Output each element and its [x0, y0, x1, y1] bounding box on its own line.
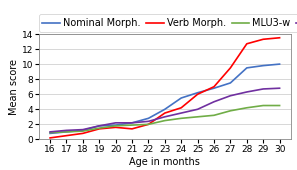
Verb Morph.	[48, 137, 52, 139]
Nominal Morph.	[229, 82, 232, 84]
Nominal Morph.	[278, 63, 281, 65]
Verb Morph.	[147, 123, 150, 125]
Line: Nominal Morph.: Nominal Morph.	[50, 64, 279, 133]
Verb Morph.	[130, 128, 134, 130]
MLU3-m	[48, 131, 52, 133]
MLU3-m	[81, 129, 85, 131]
Verb Morph.	[278, 37, 281, 39]
MLU3-w	[196, 116, 199, 118]
MLU3-w	[65, 131, 68, 133]
MLU3-w	[97, 127, 101, 129]
Nominal Morph.	[196, 92, 199, 94]
MLU3-w	[245, 107, 249, 109]
MLU3-w	[81, 130, 85, 132]
Verb Morph.	[261, 38, 265, 40]
MLU3-w	[212, 114, 216, 116]
Nominal Morph.	[179, 97, 183, 99]
MLU3-w	[130, 124, 134, 126]
Verb Morph.	[81, 132, 85, 134]
X-axis label: Age in months: Age in months	[129, 157, 200, 167]
Verb Morph.	[65, 135, 68, 137]
MLU3-m	[278, 87, 281, 89]
Verb Morph.	[179, 107, 183, 109]
MLU3-m	[114, 122, 117, 124]
MLU3-m	[229, 95, 232, 97]
Verb Morph.	[163, 112, 167, 114]
MLU3-w	[163, 120, 167, 122]
Nominal Morph.	[97, 125, 101, 127]
Line: MLU3-m: MLU3-m	[50, 88, 279, 132]
Nominal Morph.	[147, 117, 150, 119]
Verb Morph.	[245, 43, 249, 45]
Nominal Morph.	[245, 67, 249, 69]
Verb Morph.	[229, 67, 232, 69]
MLU3-w	[261, 105, 265, 107]
MLU3-m	[130, 122, 134, 124]
MLU3-m	[97, 125, 101, 127]
Legend: Nominal Morph., Verb Morph., MLU3-w, MLU3-m: Nominal Morph., Verb Morph., MLU3-w, MLU…	[39, 14, 297, 32]
Y-axis label: Mean score: Mean score	[9, 59, 19, 115]
MLU3-m	[261, 88, 265, 90]
MLU3-w	[114, 125, 117, 127]
Line: Verb Morph.: Verb Morph.	[50, 38, 279, 138]
MLU3-w	[179, 117, 183, 119]
MLU3-m	[212, 101, 216, 103]
MLU3-m	[245, 91, 249, 93]
MLU3-m	[179, 112, 183, 114]
Nominal Morph.	[81, 129, 85, 131]
MLU3-w	[229, 110, 232, 112]
Nominal Morph.	[65, 131, 68, 133]
MLU3-m	[196, 108, 199, 110]
MLU3-m	[65, 129, 68, 131]
Verb Morph.	[196, 93, 199, 95]
Nominal Morph.	[114, 124, 117, 126]
Verb Morph.	[114, 126, 117, 128]
MLU3-w	[278, 105, 281, 107]
Line: MLU3-w: MLU3-w	[50, 106, 279, 133]
Nominal Morph.	[163, 108, 167, 110]
Verb Morph.	[97, 128, 101, 130]
Nominal Morph.	[48, 132, 52, 134]
MLU3-w	[48, 132, 52, 134]
Verb Morph.	[212, 86, 216, 88]
Nominal Morph.	[130, 122, 134, 124]
Nominal Morph.	[261, 65, 265, 67]
MLU3-m	[163, 116, 167, 118]
MLU3-m	[147, 120, 150, 122]
Nominal Morph.	[212, 87, 216, 89]
MLU3-w	[147, 123, 150, 125]
